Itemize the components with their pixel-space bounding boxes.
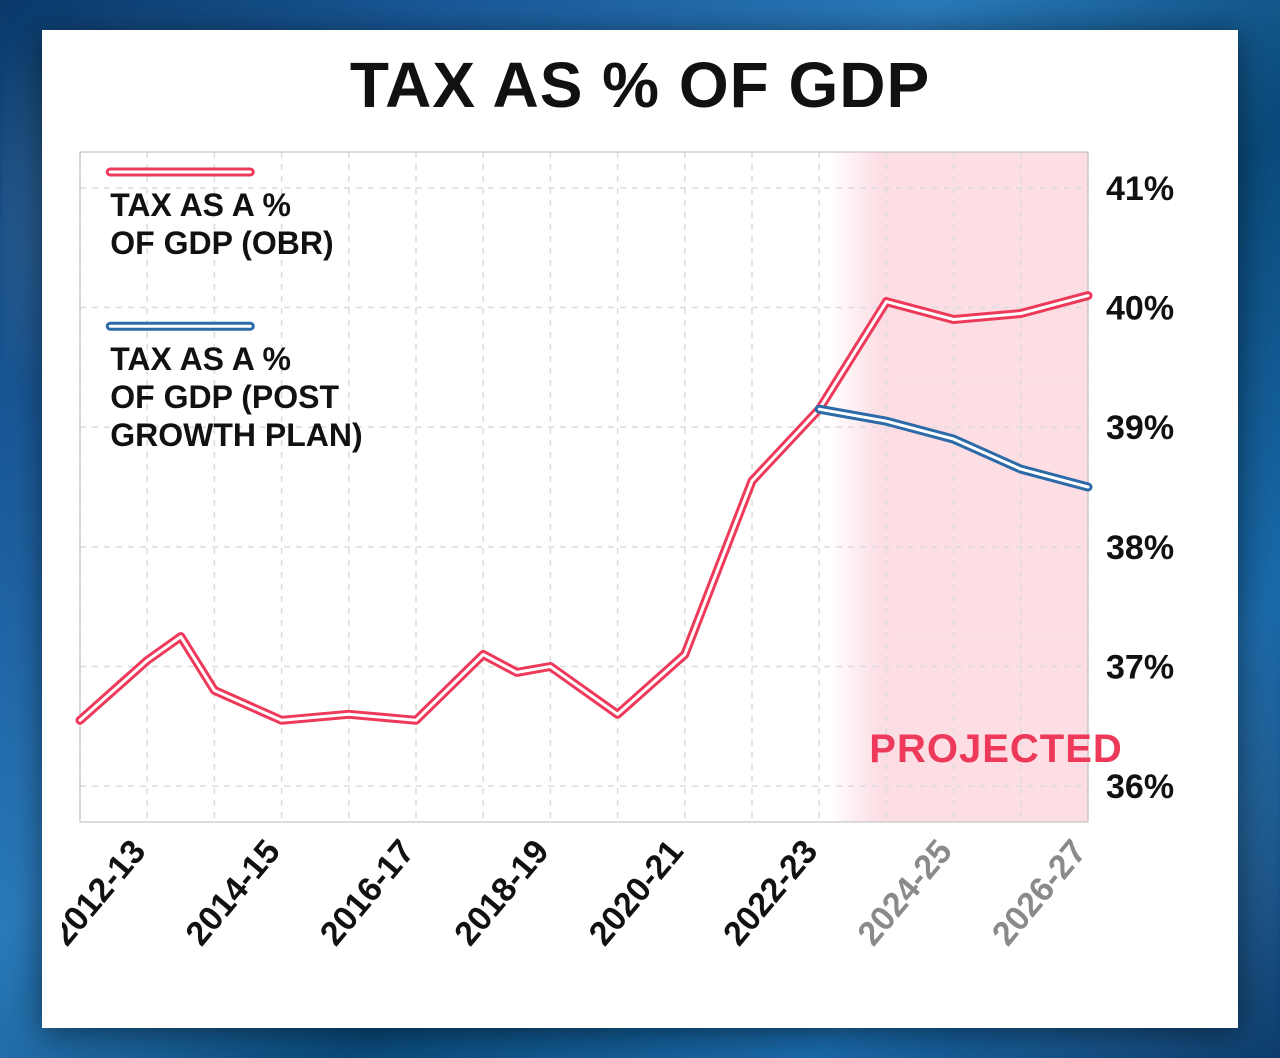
chart-title: TAX AS % OF GDP (62, 48, 1218, 122)
ytick-label: 41% (1106, 170, 1174, 208)
xtick-label: 2020-21 (582, 833, 691, 953)
xtick-label: 2022-23 (716, 833, 825, 953)
ytick-label: 38% (1106, 529, 1174, 567)
ytick-label: 37% (1106, 648, 1174, 686)
xtick-label: 2016-17 (313, 833, 422, 953)
xtick-label: 2024-25 (850, 833, 959, 953)
chart-card: TAX AS % OF GDP PROJECTED36% 37% 38% 39% 40%… (42, 30, 1238, 1028)
legend-label-obr: TAX AS A % (110, 187, 291, 223)
ytick-label: 36% (1106, 768, 1174, 806)
xtick-label: 2012-13 (62, 833, 153, 953)
ytick-label: 40% (1106, 290, 1174, 328)
legend-label-post_growth: GROWTH PLAN) (110, 417, 362, 453)
xtick-label: 2018-19 (447, 833, 556, 953)
projected-label: PROJECTED (869, 727, 1123, 771)
legend-label-obr: OF GDP (OBR) (110, 225, 333, 261)
chart-plot: PROJECTED36% 37% 38% 39% 40% 41% 2012-13 2014-1… (62, 122, 1218, 1002)
projected-band (829, 152, 1088, 822)
xtick-label: 2026-27 (985, 833, 1094, 953)
legend-label-post_growth: TAX AS A % (110, 341, 291, 377)
ytick-label: 39% (1106, 409, 1174, 447)
xtick-label: 2014-15 (178, 833, 287, 953)
chart-svg: PROJECTED36% 37% 38% 39% 40% 41% 2012-13 2014-1… (62, 122, 1218, 1002)
legend-label-post_growth: OF GDP (POST (110, 379, 339, 415)
